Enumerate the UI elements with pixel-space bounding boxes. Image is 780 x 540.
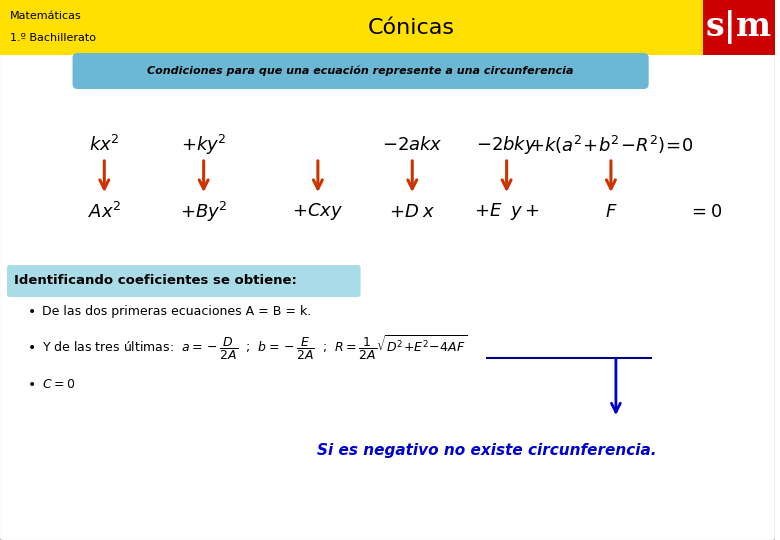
Text: Y de las tres últimas:  $a = -\dfrac{D}{2A}$  ;  $b = -\dfrac{E}{2A}$  ;  $R = \: Y de las tres últimas: $a = -\dfrac{D}{2…	[41, 334, 466, 362]
Text: Condiciones para que una ecuación represente a una circunferencia: Condiciones para que una ecuación repres…	[147, 66, 574, 76]
Text: $+Cxy$: $+Cxy$	[292, 201, 343, 222]
Text: •: •	[28, 341, 36, 355]
Text: $+D\;x$: $+D\;x$	[389, 203, 435, 221]
Text: $Ax^2$: $Ax^2$	[87, 202, 121, 222]
Text: $-2akx$: $-2akx$	[382, 136, 442, 154]
Text: $+k(a^2\!+\!b^2\!-\!R^2)\!=\!0$: $+k(a^2\!+\!b^2\!-\!R^2)\!=\!0$	[529, 134, 693, 156]
Text: Si es negativo no existe circunferencia.: Si es negativo no existe circunferencia.	[317, 442, 657, 457]
Text: $+E\;\;y +$: $+E\;\;y +$	[474, 201, 539, 222]
Text: $+By^2$: $+By^2$	[180, 200, 228, 224]
Text: $kx^2$: $kx^2$	[89, 135, 119, 155]
Text: •: •	[28, 305, 36, 319]
Text: 1.º Bachillerato: 1.º Bachillerato	[10, 33, 96, 43]
Text: Matemáticas: Matemáticas	[10, 11, 82, 21]
Text: •: •	[28, 378, 36, 392]
FancyBboxPatch shape	[73, 53, 649, 89]
Text: $+ky^2$: $+ky^2$	[181, 133, 226, 157]
Bar	[0, 0, 775, 55]
Text: s|m: s|m	[706, 10, 772, 44]
Text: $C = 0$: $C = 0$	[41, 379, 75, 392]
FancyBboxPatch shape	[7, 265, 360, 297]
Text: $=0$: $=0$	[688, 203, 722, 221]
Text: De las dos primeras ecuaciones A = B = k.: De las dos primeras ecuaciones A = B = k…	[41, 306, 311, 319]
Text: Identificando coeficientes se obtiene:: Identificando coeficientes se obtiene:	[14, 274, 296, 287]
Bar	[704, 0, 775, 55]
Text: $-2bky$: $-2bky$	[476, 134, 537, 156]
Text: $F$: $F$	[604, 203, 617, 221]
Text: Cónicas: Cónicas	[367, 17, 455, 37]
